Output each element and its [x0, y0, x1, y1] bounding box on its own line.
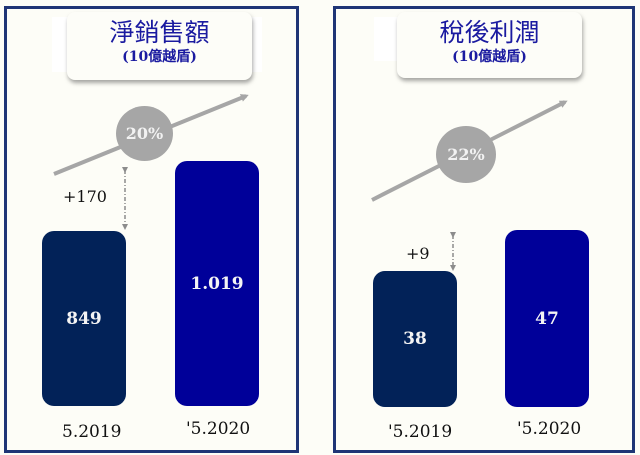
- net-sales-value-2020: 1.019: [190, 273, 244, 294]
- profit-xlabel-2020: '5.2020: [517, 419, 582, 439]
- net-sales-title-box: 淨銷售額 (10億越盾): [67, 12, 252, 80]
- profit-bar-2019: 38: [373, 271, 457, 407]
- net-sales-unit: (10億越盾): [122, 49, 197, 65]
- profit-bar-2020: 47: [505, 230, 589, 407]
- profit-value-2019: 38: [403, 329, 427, 349]
- profit-after-tax-title: 稅後利潤: [439, 18, 540, 47]
- net-sales-xlabel-2019: 5.2019: [62, 422, 122, 442]
- profit-xlabel-2019: '5.2019: [388, 422, 453, 442]
- net-sales-value-2019: 849: [66, 308, 102, 329]
- profit-after-tax-unit: (10億越盾): [452, 49, 527, 65]
- net-sales-xlabel-2020: '5.2020: [186, 419, 251, 439]
- profit-after-tax-title-box: 稅後利潤 (10億越盾): [397, 12, 582, 78]
- net-sales-bar-2019: 849: [42, 231, 126, 406]
- profit-delta: +9: [406, 244, 430, 263]
- net-sales-growth-badge: 20%: [116, 106, 173, 161]
- profit-growth-badge: 22%: [436, 126, 496, 183]
- net-sales-title: 淨銷售額: [109, 18, 210, 47]
- net-sales-delta: +170: [63, 187, 107, 206]
- profit-value-2020: 47: [535, 308, 559, 329]
- net-sales-bar-2020: 1.019: [175, 161, 259, 406]
